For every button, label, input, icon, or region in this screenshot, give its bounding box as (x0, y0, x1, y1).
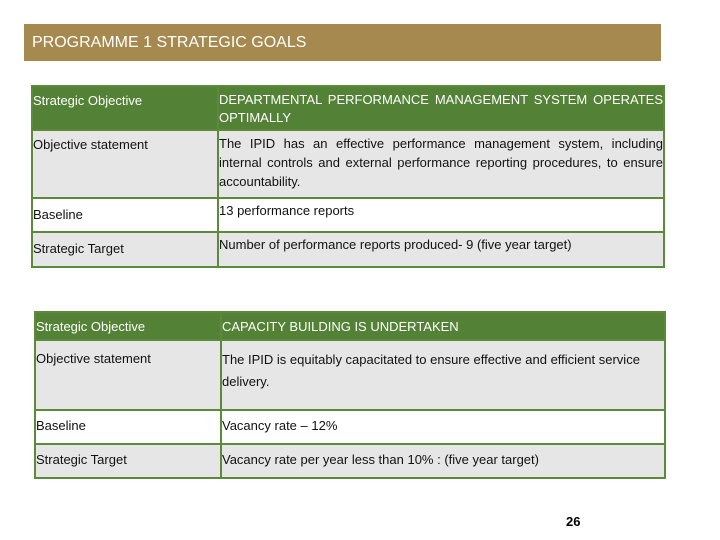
table-row: Baseline 13 performance reports (31, 197, 665, 233)
row-label: Strategic Target (31, 231, 219, 268)
table-row: Strategic Target Vacancy rate per year l… (34, 443, 666, 479)
table-row: Strategic Target Number of performance r… (31, 231, 665, 268)
row-label: Strategic Target (34, 443, 222, 479)
row-value: The IPID has an effective performance ma… (217, 129, 665, 199)
table-row: Strategic Objective CAPACITY BUILDING IS… (34, 311, 666, 341)
row-value: Number of performance reports produced- … (217, 231, 665, 268)
row-label: Strategic Objective (31, 85, 219, 131)
row-label: Baseline (31, 197, 219, 233)
table-row: Baseline Vacancy rate – 12% (34, 409, 666, 445)
row-value: DEPARTMENTAL PERFORMANCE MANAGEMENT SYST… (217, 85, 665, 131)
row-value: The IPID is equitably capacitated to ens… (220, 339, 666, 411)
page-title: PROGRAMME 1 STRATEGIC GOALS (24, 24, 661, 61)
table-row: Strategic Objective DEPARTMENTAL PERFORM… (31, 85, 665, 131)
row-label: Objective statement (34, 339, 222, 411)
strategic-goal-table-1: Strategic Objective DEPARTMENTAL PERFORM… (31, 85, 665, 268)
row-label: Objective statement (31, 129, 219, 199)
page-number: 26 (566, 514, 581, 529)
table-row: Objective statement The IPID has an effe… (31, 129, 665, 199)
row-value: 13 performance reports (217, 197, 665, 233)
row-label: Strategic Objective (34, 311, 222, 341)
row-value: CAPACITY BUILDING IS UNDERTAKEN (220, 311, 666, 341)
row-value: Vacancy rate per year less than 10% : (f… (220, 443, 666, 479)
row-label: Baseline (34, 409, 222, 445)
table-row: Objective statement The IPID is equitabl… (34, 339, 666, 411)
row-value: Vacancy rate – 12% (220, 409, 666, 445)
strategic-goal-table-2: Strategic Objective CAPACITY BUILDING IS… (34, 311, 666, 479)
